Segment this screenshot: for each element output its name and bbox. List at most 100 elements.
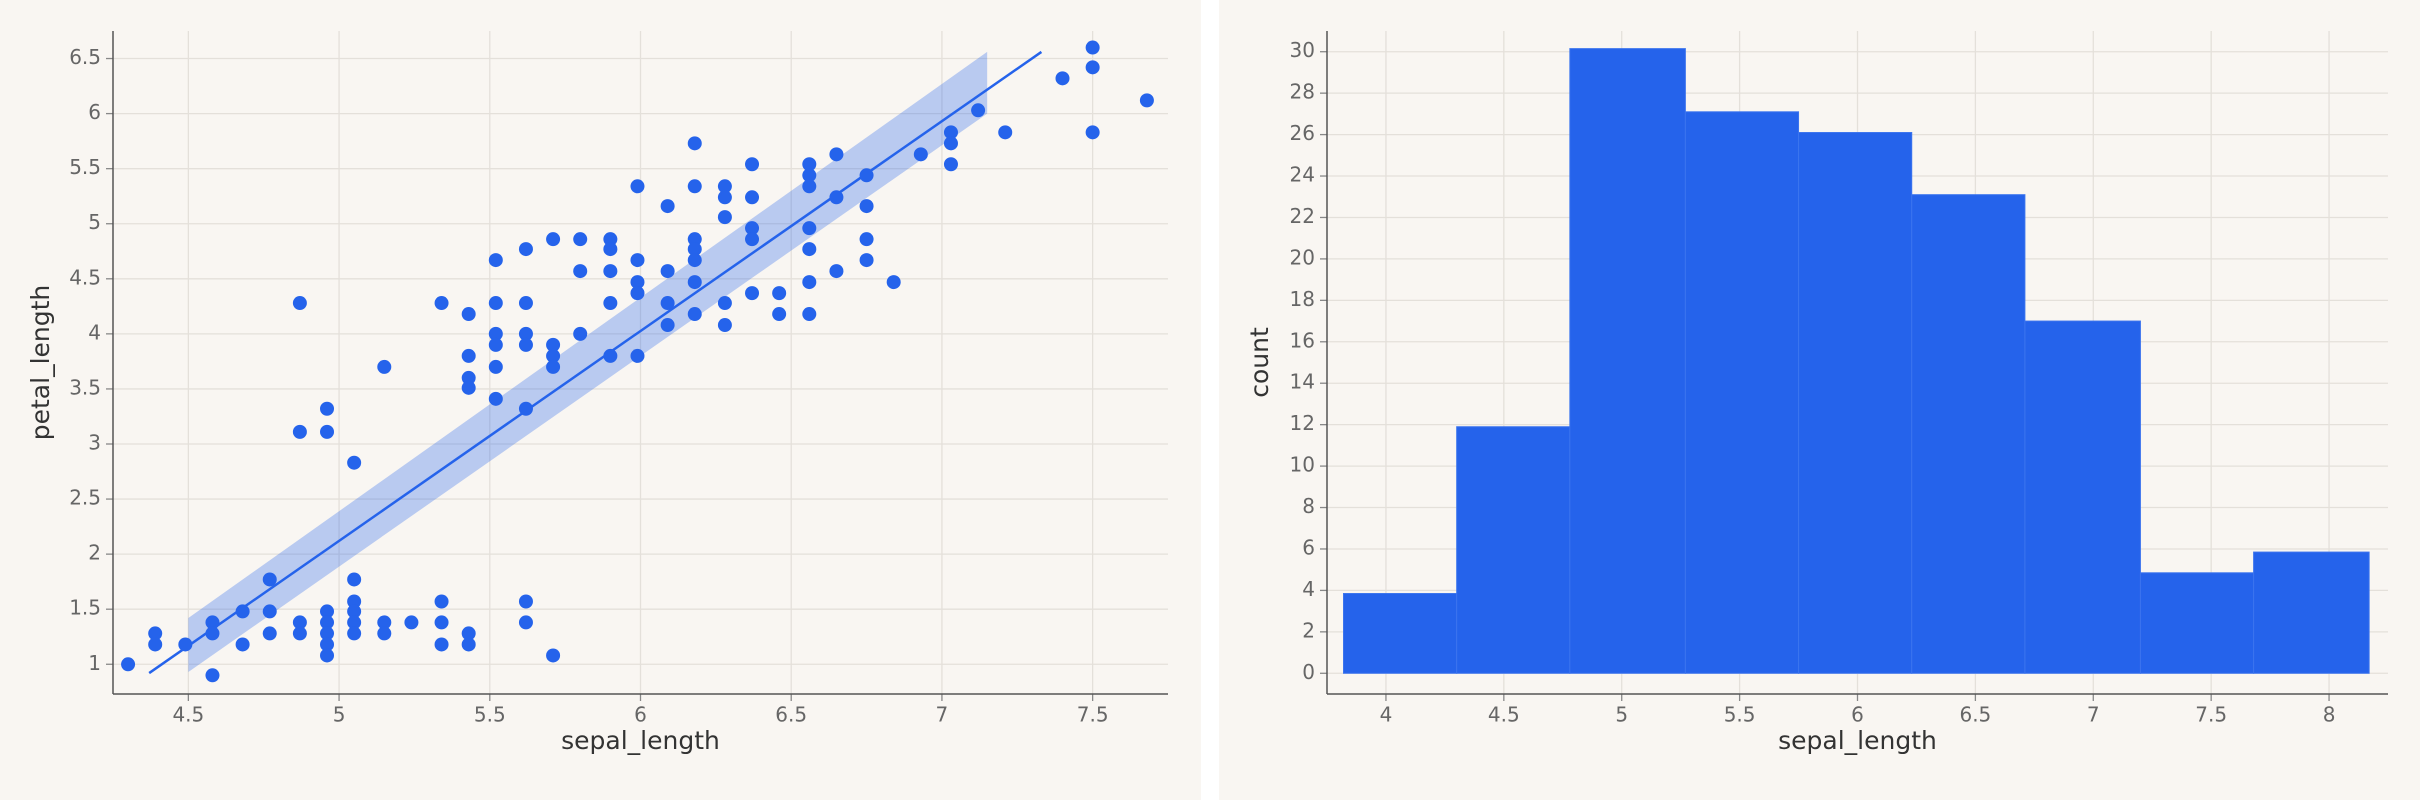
- point: [745, 232, 760, 247]
- point: [943, 136, 958, 151]
- x-tick-label: 7: [936, 703, 949, 727]
- point: [1055, 71, 1070, 86]
- x-tick-label: 6.5: [775, 703, 807, 727]
- point: [518, 326, 533, 341]
- x-tick-label: 5.5: [1724, 703, 1756, 727]
- point: [347, 455, 362, 470]
- point: [461, 370, 476, 385]
- point: [886, 275, 901, 290]
- point: [461, 380, 476, 395]
- point: [320, 401, 335, 416]
- point: [717, 179, 732, 194]
- y-tick-label: 4: [88, 320, 101, 344]
- point: [518, 594, 533, 609]
- point: [262, 604, 277, 619]
- point: [943, 125, 958, 140]
- y-tick-label: 1: [88, 651, 101, 675]
- point: [320, 637, 335, 652]
- point: [292, 424, 307, 439]
- chart: 4 4.5 5 5.5 6 6.5 7 7.5 802468101214161820222426…: [1245, 31, 2388, 755]
- point: [630, 286, 645, 301]
- y-tick-label: 4.5: [69, 265, 101, 289]
- y-tick-label: 12: [1290, 411, 1315, 435]
- y-tick-label: 22: [1290, 204, 1315, 228]
- bar: [1456, 426, 1571, 674]
- point: [434, 615, 449, 630]
- point: [630, 179, 645, 194]
- point: [971, 103, 986, 118]
- point: [943, 157, 958, 172]
- point: [320, 424, 335, 439]
- y-tick-label: 18: [1290, 287, 1315, 311]
- point: [546, 232, 561, 247]
- point: [377, 615, 392, 630]
- point: [717, 190, 732, 205]
- point: [320, 648, 335, 663]
- y-tick-label: 20: [1290, 245, 1315, 269]
- point: [434, 637, 449, 652]
- x-tick-label: 6.5: [1959, 703, 1991, 727]
- point: [320, 626, 335, 641]
- point: [205, 615, 220, 630]
- point: [745, 221, 760, 236]
- point: [603, 348, 618, 363]
- point: [630, 275, 645, 290]
- point: [687, 136, 702, 151]
- point: [687, 179, 702, 194]
- x-tick-label: 5: [1615, 703, 1628, 727]
- point: [404, 615, 419, 630]
- regression-line: [148, 50, 1043, 675]
- bar: [2253, 551, 2370, 674]
- point: [121, 657, 136, 672]
- y-tick-label: 0: [1302, 660, 1315, 684]
- y-tick-label: 6: [1302, 535, 1315, 559]
- point: [377, 359, 392, 374]
- point: [461, 626, 476, 641]
- point: [347, 615, 362, 630]
- y-tick-label: 28: [1290, 80, 1315, 104]
- point: [488, 359, 503, 374]
- bar: [1684, 111, 1800, 674]
- point: [235, 637, 250, 652]
- point: [434, 296, 449, 311]
- point: [320, 615, 335, 630]
- point: [745, 286, 760, 301]
- point: [518, 401, 533, 416]
- point: [859, 232, 874, 247]
- point: [347, 626, 362, 641]
- point: [687, 307, 702, 322]
- point: [488, 296, 503, 311]
- point: [235, 604, 250, 619]
- point: [829, 264, 844, 279]
- point: [292, 615, 307, 630]
- point: [1085, 40, 1100, 55]
- y-tick-label: 1.5: [69, 596, 101, 620]
- point: [717, 318, 732, 333]
- point: [829, 147, 844, 162]
- point: [660, 264, 675, 279]
- x-tick-label: 7: [2087, 703, 2100, 727]
- point: [687, 275, 702, 290]
- point: [488, 391, 503, 406]
- point: [461, 307, 476, 322]
- confidence-band: [188, 51, 988, 672]
- point: [687, 242, 702, 257]
- point: [488, 326, 503, 341]
- point: [717, 210, 732, 225]
- point: [859, 168, 874, 183]
- point: [148, 626, 163, 641]
- point: [573, 264, 588, 279]
- y-axis-label: count: [1245, 327, 1274, 398]
- bar: [1569, 48, 1686, 674]
- point: [518, 242, 533, 257]
- point: [660, 296, 675, 311]
- point: [546, 359, 561, 374]
- point: [802, 179, 817, 194]
- y-axis-label: petal_length: [26, 285, 55, 441]
- point: [546, 348, 561, 363]
- point: [745, 190, 760, 205]
- point: [347, 594, 362, 609]
- x-tick-label: 5: [333, 703, 346, 727]
- bar: [2139, 572, 2255, 674]
- point: [347, 572, 362, 587]
